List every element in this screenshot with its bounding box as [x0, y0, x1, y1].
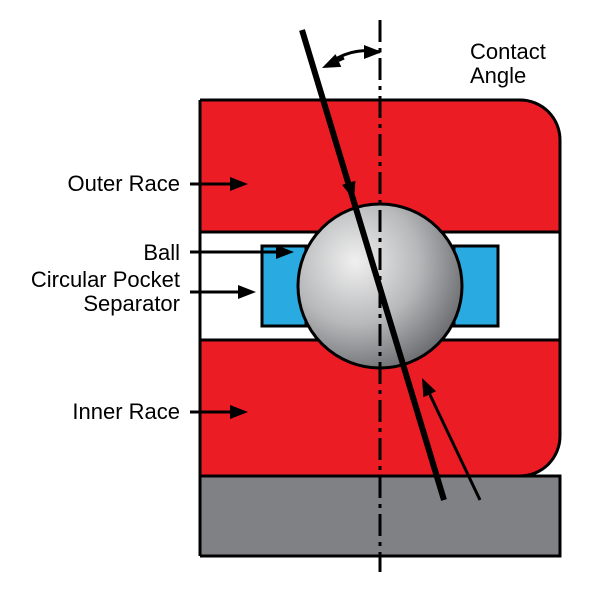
diagram-stage: ContactAngle Outer Race Ball Circular Po… [0, 0, 600, 600]
label-ball: Ball [143, 241, 180, 265]
inner-shaft [0, 476, 560, 556]
label-separator: Circular PocketSeparator [31, 268, 180, 316]
label-outer-race: Outer Race [68, 172, 181, 196]
label-inner-race: Inner Race [72, 400, 180, 424]
label-contact-angle: ContactAngle [470, 40, 546, 88]
